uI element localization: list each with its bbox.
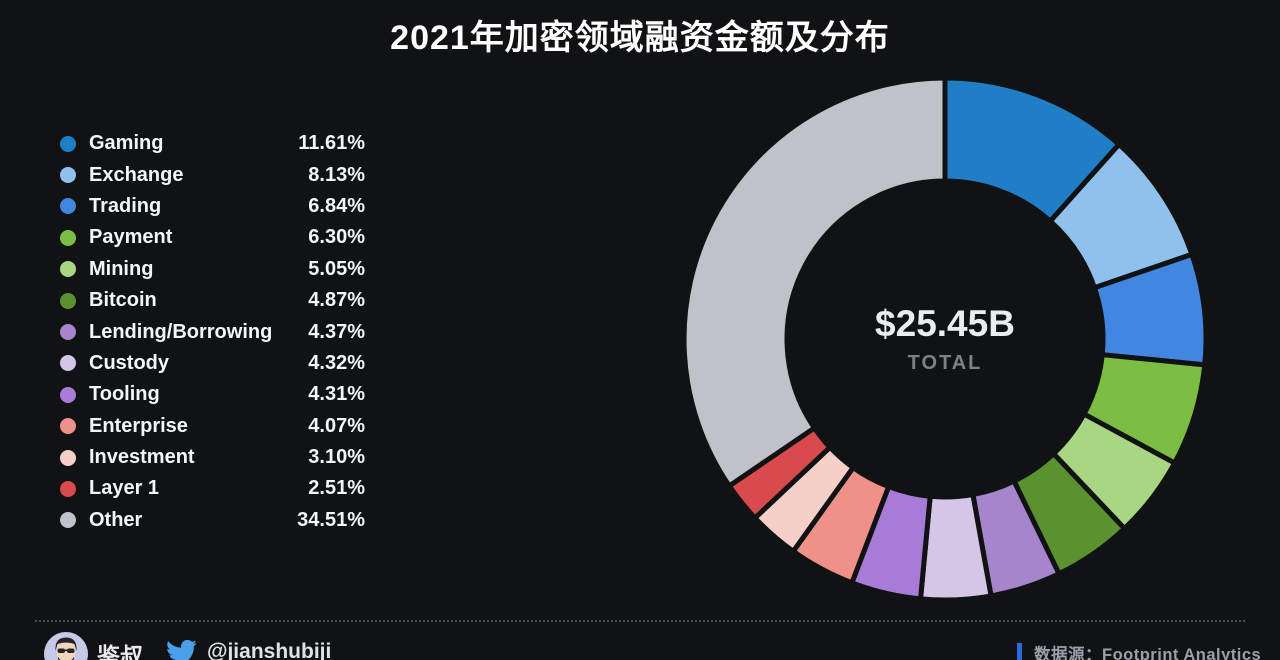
legend-item-payment: Payment 6.30%	[60, 222, 365, 253]
legend-item-other: Other 34.51%	[60, 505, 365, 536]
page-title: 2021年加密领域融资金额及分布	[390, 19, 890, 57]
donut-segment-other	[681, 75, 948, 490]
legend-label: Gaming	[89, 132, 164, 155]
legend-dot-trading	[60, 198, 76, 215]
legend-item-investment: Investment 3.10%	[60, 442, 365, 473]
legend-value: 4.32%	[308, 351, 365, 374]
legend-dot-payment	[60, 229, 76, 246]
legend-label: Tooling	[89, 383, 160, 406]
total-caption: TOTAL	[907, 352, 983, 374]
legend-label: Investment	[89, 446, 195, 469]
legend-value: 4.31%	[308, 383, 365, 406]
source-accent-bar	[1017, 643, 1022, 660]
author-name: 鉴叔	[97, 643, 143, 660]
legend-item-exchange: Exchange 8.13%	[60, 159, 365, 190]
legend-value: 3.10%	[308, 446, 365, 469]
legend-item-enterprise: Enterprise 4.07%	[60, 411, 365, 442]
legend-label: Bitcoin	[89, 289, 157, 312]
legend-dot-lending-borrowing	[60, 324, 76, 341]
legend-dot-other	[60, 512, 76, 529]
legend-item-layer-1: Layer 1 2.51%	[60, 473, 365, 504]
legend-value: 6.30%	[308, 226, 365, 249]
legend-item-custody: Custody 4.32%	[60, 348, 365, 379]
source-label: 数据源：Footprint Analytics	[1034, 646, 1262, 660]
legend-dot-bitcoin	[60, 292, 76, 309]
legend-value: 2.51%	[308, 477, 365, 500]
legend-label: Lending/Borrowing	[89, 320, 273, 343]
legend-item-mining: Mining 5.05%	[60, 254, 365, 285]
legend-dot-custody	[60, 355, 76, 372]
legend-label: Layer 1	[89, 477, 160, 500]
legend-value: 6.84%	[308, 194, 365, 217]
legend-dot-investment	[60, 449, 76, 466]
legend-label: Payment	[89, 226, 173, 249]
twitter-icon	[167, 639, 197, 660]
legend-value: 11.61%	[298, 132, 365, 155]
total-value: $25.45B	[875, 303, 1015, 344]
avatar-illustration	[44, 632, 88, 660]
legend-label: Trading	[89, 194, 162, 217]
legend-value: 4.87%	[308, 289, 365, 312]
legend-label: Other	[89, 508, 143, 531]
legend-item-trading: Trading 6.84%	[60, 191, 365, 222]
legend-label: Custody	[89, 351, 169, 374]
legend-item-tooling: Tooling 4.31%	[60, 379, 365, 410]
legend-label: Exchange	[89, 163, 184, 186]
legend-value: 8.13%	[308, 163, 365, 186]
legend-label: Mining	[89, 257, 154, 280]
legend-value: 4.07%	[308, 414, 365, 437]
legend-value: 5.05%	[308, 257, 365, 280]
legend-value: 34.51%	[297, 508, 365, 531]
data-source: 数据源：Footprint Analytics	[1017, 641, 1261, 660]
legend-dot-exchange	[60, 167, 76, 184]
legend-dot-layer-1	[60, 480, 76, 497]
legend-dot-gaming	[60, 135, 76, 152]
footer-separator	[35, 620, 1245, 622]
legend-label: Enterprise	[89, 414, 188, 437]
legend-dot-mining	[60, 261, 76, 278]
legend-item-bitcoin: Bitcoin 4.87%	[60, 285, 365, 316]
chart-legend: Gaming 11.61% Exchange 8.13% Trading 6.84% Pay…	[60, 128, 365, 536]
legend-item-gaming: Gaming 11.61%	[60, 128, 365, 159]
author-avatar	[44, 632, 88, 660]
donut-center-label: $25.45B TOTAL	[795, 303, 1095, 375]
legend-dot-enterprise	[60, 418, 76, 435]
legend-item-lending-borrowing: Lending/Borrowing 4.37%	[60, 316, 365, 347]
legend-value: 4.37%	[308, 320, 365, 343]
twitter-handle: @jianshubiji	[207, 640, 332, 660]
legend-dot-tooling	[60, 386, 76, 403]
